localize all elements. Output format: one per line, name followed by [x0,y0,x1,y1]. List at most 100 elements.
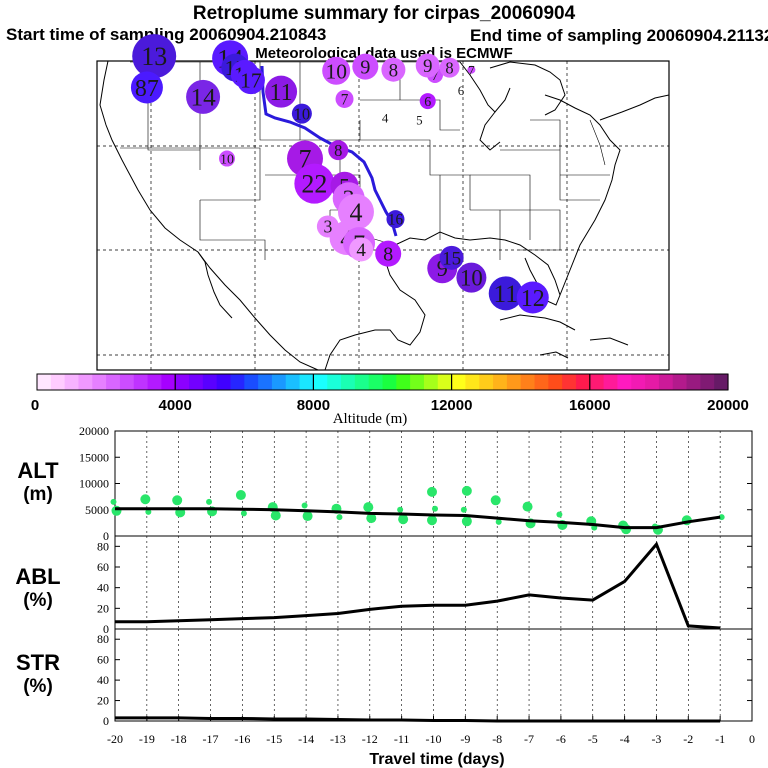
plume-marker-label: 17 [240,69,262,93]
alt-particle-point [621,524,632,535]
plume-marker-label: 10 [294,104,311,123]
x-tick-label: -11 [394,732,410,746]
plume-marker [294,163,335,204]
x-tick-label: -9 [460,732,470,746]
map-coastlines [99,60,670,371]
plume-marker-label: 12 [521,286,545,312]
colorbar-cell [465,374,480,390]
plume-marker [219,150,235,167]
plume-marker-label: 7 [341,91,349,108]
alt-particle-point [522,501,533,512]
altitude-colorbar: 0 4000 8000 12000 16000 20000 Altitude (m) [31,373,749,427]
x-tick-label: -2 [683,732,693,746]
plume-marker-label: 9 [360,57,370,79]
colorbar-cell [589,374,605,390]
x-tick-label: -15 [266,732,282,746]
abl-y-tick-label: 0 [103,622,109,636]
colorbar-cell [700,374,715,390]
colorbar-cell [327,374,342,390]
alt-unit-label: (m) [23,484,53,505]
plume-marker-label: 8 [334,141,342,160]
colorbar-cell [658,374,674,390]
plume-marker [265,75,298,108]
colorbar-cell [119,374,135,390]
plume-marker [516,281,549,314]
plume-marker-label: 9 [437,256,448,281]
end-time-label: End time of sampling 20060904.211326 [470,26,768,45]
plume-marker [456,262,487,293]
plume-marker-label: 8 [383,244,393,266]
time-series-panels: 05000100001500020000020406080020406080-2… [15,424,755,768]
colorbar-tick-label: 20000 [707,397,749,414]
plume-marker [322,56,351,85]
colorbar-cell [534,374,549,390]
abl-label: ABL [15,564,60,589]
map-frame [96,60,670,371]
alt-particle-point [461,516,472,527]
alt-particle-point [301,502,308,509]
plume-marker [439,245,464,270]
alt-label: ALT [17,458,59,483]
colorbar-tick-label: 16000 [569,397,611,414]
alt-particle-point [398,514,409,525]
colorbar-cell [437,374,453,390]
plume-marker [186,79,221,114]
plume-marker-label: 9 [423,56,433,77]
colorbar-cell [686,374,701,390]
alt-particle-point [235,490,246,501]
colorbar-tick-label: 12000 [431,397,473,414]
alt-particle-point [366,513,377,524]
colorbar-cell [368,374,384,390]
plume-marker-label: 7 [432,69,439,84]
x-tick-label: 0 [749,732,755,746]
plume-marker-label: 11 [270,80,293,106]
colorbar-cell [230,374,245,390]
plume-marker-label: 13 [141,42,167,71]
colorbar-cell [493,374,508,390]
x-tick-label: -13 [330,732,346,746]
x-tick-label: -19 [139,732,155,746]
alt-particle-point [240,510,247,517]
plume-marker [467,65,476,74]
colorbar-tick-label: 0 [31,397,39,414]
colorbar-axis-label: Altitude (m) [333,411,408,427]
colorbar-cell [714,374,729,390]
plume-marker-label: 22 [301,170,327,199]
str-y-tick-label: 40 [97,673,109,687]
colorbar-cell [617,374,632,390]
x-tick-label: -4 [620,732,630,746]
x-tick-label: -12 [362,732,378,746]
abl-unit-label: (%) [23,590,53,611]
abl-series-line [115,541,721,630]
colorbar-cell [396,374,411,390]
colorbar-cell [423,374,439,390]
alt-particle-point [140,494,151,505]
colorbar-cell [631,374,646,390]
x-tick-label: -17 [203,732,219,746]
plume-marker [439,57,460,78]
start-time-label: Start time of sampling 20060904.210843 [6,25,327,44]
alt-particle-point [206,498,213,505]
alt-particle-point [172,495,183,506]
x-tick-label: -5 [588,732,598,746]
colorbar-cell [133,374,149,390]
plume-marker [132,34,177,79]
chart-title: Retroplume summary for cirpas_20060904 [192,3,576,24]
colorbar-cell [258,374,273,390]
alt-particle-point [490,495,501,506]
x-tick-label: -20 [107,732,123,746]
str-y-tick-label: 80 [97,632,109,646]
str-y-tick-label: 60 [97,653,109,667]
x-tick-label: -3 [651,732,661,746]
alt-y-tick-label: 0 [103,529,109,543]
alt-particle-point [460,506,467,513]
abl-y-tick-label: 60 [97,560,109,574]
alt-series-line [115,507,721,530]
x-tick-label: -8 [492,732,502,746]
colorbar-cell [562,374,577,390]
colorbar-cell [575,374,591,390]
colorbar-cell [520,374,536,390]
alt-y-tick-label: 5000 [85,503,109,517]
plume-marker-label: 6 [458,83,465,98]
plume-marker [236,66,265,95]
